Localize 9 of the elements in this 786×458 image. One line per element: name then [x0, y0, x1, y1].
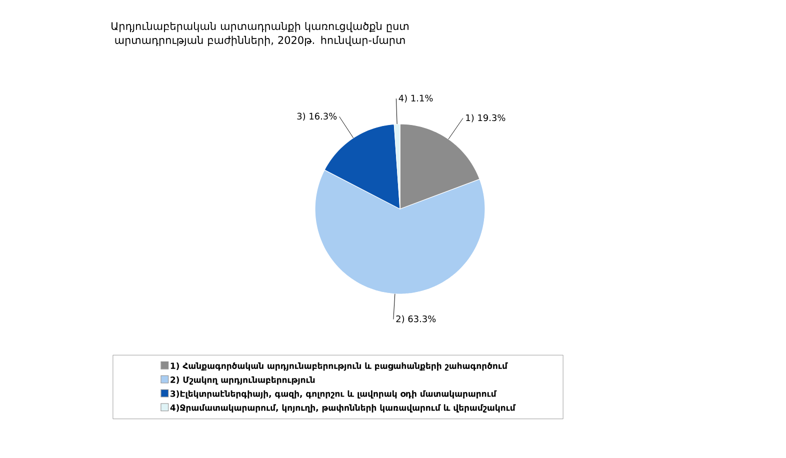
data-label: 3) 16.3%	[297, 112, 337, 121]
legend-label: 2) Մշակող արդյունաբերություն	[170, 376, 315, 385]
data-label: 2) 63.3%	[396, 315, 436, 324]
legend-label: 3)Էլեկտրաէներգիայի, գազի, գոլորշու և լավորակ օդի մատակարարում	[170, 390, 497, 399]
legend-label: 4)Ջրամատակարարում, կոյուղի, թափոնների կառավարում և վերամշակում	[170, 404, 516, 413]
data-label: 1) 19.3%	[466, 114, 506, 122]
data-label: 4) 1.1%	[398, 94, 433, 103]
chart-title: Արդյունաբերական արտադրանքի կառուցվածքն ըստ արտադրության բաժինների, 2020թ. հունվար-մարտ	[112, 22, 408, 46]
legend-label: 1) Հանքագործական արդյունաբերություն և բացահանքերի շահագործում	[170, 362, 508, 371]
